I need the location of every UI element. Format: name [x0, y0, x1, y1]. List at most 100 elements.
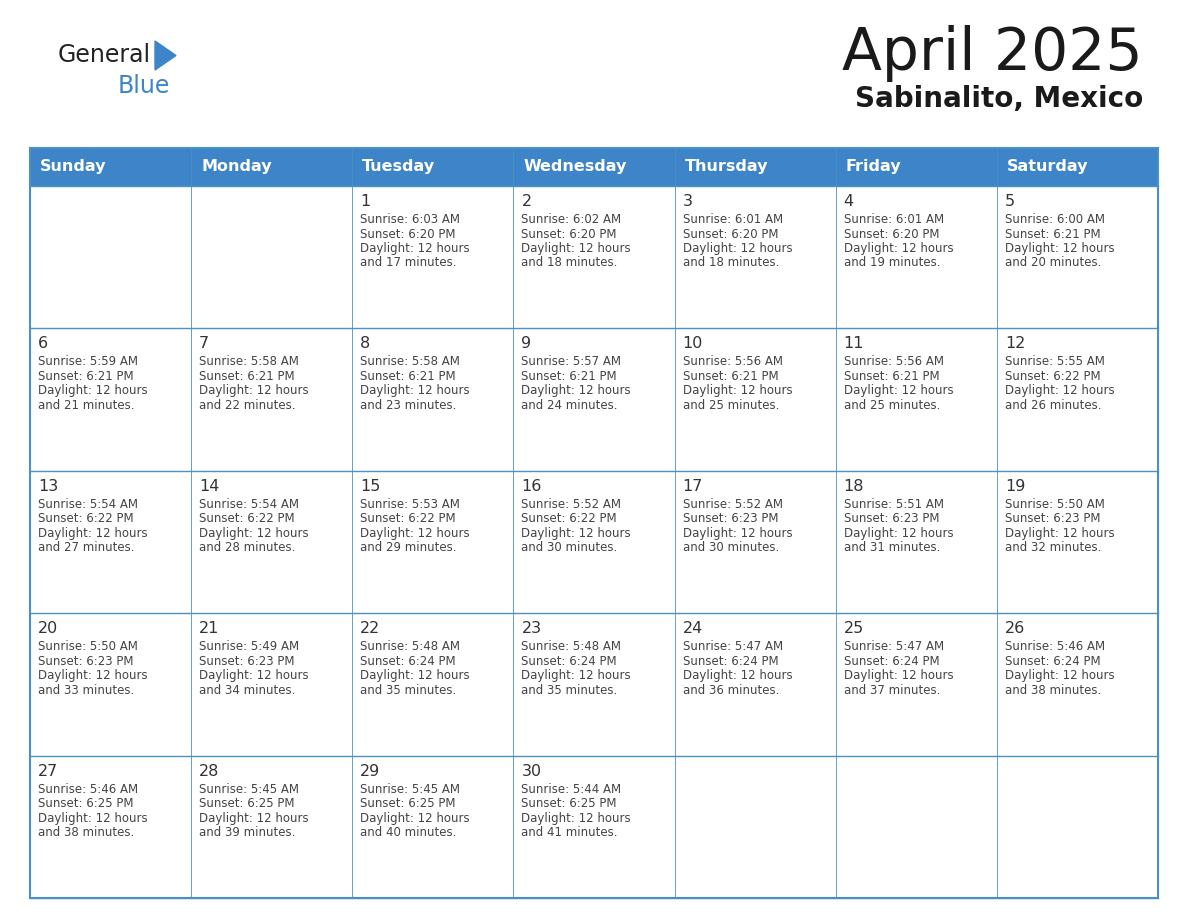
- Text: Sunrise: 5:50 AM: Sunrise: 5:50 AM: [1005, 498, 1105, 510]
- Bar: [675, 756, 835, 898]
- Text: 6: 6: [38, 336, 49, 352]
- Text: Sunset: 6:24 PM: Sunset: 6:24 PM: [683, 655, 778, 667]
- Text: Sunrise: 5:58 AM: Sunrise: 5:58 AM: [360, 355, 460, 368]
- Text: 9: 9: [522, 336, 531, 352]
- Text: Sunday: Sunday: [40, 160, 107, 174]
- Text: Sunset: 6:23 PM: Sunset: 6:23 PM: [38, 655, 133, 667]
- Text: 13: 13: [38, 479, 58, 494]
- Text: Daylight: 12 hours: Daylight: 12 hours: [360, 527, 470, 540]
- Text: Daylight: 12 hours: Daylight: 12 hours: [38, 385, 147, 397]
- Text: Daylight: 12 hours: Daylight: 12 hours: [683, 669, 792, 682]
- Bar: [835, 186, 997, 329]
- Text: Sunrise: 5:54 AM: Sunrise: 5:54 AM: [38, 498, 138, 510]
- Text: Sunset: 6:25 PM: Sunset: 6:25 PM: [200, 797, 295, 810]
- Text: Sunset: 6:24 PM: Sunset: 6:24 PM: [843, 655, 940, 667]
- Text: Daylight: 12 hours: Daylight: 12 hours: [843, 527, 953, 540]
- Text: Sunset: 6:23 PM: Sunset: 6:23 PM: [683, 512, 778, 525]
- Text: 23: 23: [522, 621, 542, 636]
- Text: Sunrise: 5:46 AM: Sunrise: 5:46 AM: [1005, 640, 1105, 654]
- Text: 15: 15: [360, 479, 380, 494]
- Bar: [353, 613, 513, 756]
- Text: and 38 minutes.: and 38 minutes.: [1005, 684, 1101, 697]
- Text: and 18 minutes.: and 18 minutes.: [522, 256, 618, 270]
- Text: Daylight: 12 hours: Daylight: 12 hours: [360, 242, 470, 255]
- Bar: [997, 148, 1158, 186]
- Text: and 34 minutes.: and 34 minutes.: [200, 684, 296, 697]
- Text: Sunset: 6:23 PM: Sunset: 6:23 PM: [200, 655, 295, 667]
- Bar: [30, 756, 191, 898]
- Text: Daylight: 12 hours: Daylight: 12 hours: [1005, 385, 1114, 397]
- Text: and 36 minutes.: and 36 minutes.: [683, 684, 779, 697]
- Text: Sunrise: 5:45 AM: Sunrise: 5:45 AM: [200, 783, 299, 796]
- Text: Wednesday: Wednesday: [524, 160, 627, 174]
- Text: Friday: Friday: [846, 160, 902, 174]
- Bar: [191, 756, 353, 898]
- Text: Daylight: 12 hours: Daylight: 12 hours: [360, 385, 470, 397]
- Bar: [191, 613, 353, 756]
- Text: Sunrise: 5:56 AM: Sunrise: 5:56 AM: [683, 355, 783, 368]
- Text: Daylight: 12 hours: Daylight: 12 hours: [843, 242, 953, 255]
- Text: Sunrise: 5:45 AM: Sunrise: 5:45 AM: [360, 783, 460, 796]
- Text: Sunrise: 6:01 AM: Sunrise: 6:01 AM: [683, 213, 783, 226]
- Text: 5: 5: [1005, 194, 1015, 209]
- Bar: [997, 756, 1158, 898]
- Text: Daylight: 12 hours: Daylight: 12 hours: [683, 527, 792, 540]
- Bar: [353, 756, 513, 898]
- Text: Daylight: 12 hours: Daylight: 12 hours: [1005, 669, 1114, 682]
- Text: and 23 minutes.: and 23 minutes.: [360, 399, 456, 412]
- Text: Sunrise: 5:53 AM: Sunrise: 5:53 AM: [360, 498, 460, 510]
- Bar: [835, 329, 997, 471]
- Text: Sunset: 6:23 PM: Sunset: 6:23 PM: [843, 512, 940, 525]
- Bar: [513, 186, 675, 329]
- Text: 14: 14: [200, 479, 220, 494]
- Text: Sabinalito, Mexico: Sabinalito, Mexico: [854, 85, 1143, 113]
- Text: and 31 minutes.: and 31 minutes.: [843, 542, 940, 554]
- Text: 26: 26: [1005, 621, 1025, 636]
- Text: 29: 29: [360, 764, 380, 778]
- Text: 12: 12: [1005, 336, 1025, 352]
- Text: 7: 7: [200, 336, 209, 352]
- Text: Daylight: 12 hours: Daylight: 12 hours: [200, 669, 309, 682]
- Text: Sunrise: 5:52 AM: Sunrise: 5:52 AM: [683, 498, 783, 510]
- Text: 24: 24: [683, 621, 703, 636]
- Text: Sunset: 6:22 PM: Sunset: 6:22 PM: [38, 512, 133, 525]
- Text: 11: 11: [843, 336, 864, 352]
- Text: and 35 minutes.: and 35 minutes.: [360, 684, 456, 697]
- Text: Sunset: 6:21 PM: Sunset: 6:21 PM: [360, 370, 456, 383]
- Text: Sunrise: 5:56 AM: Sunrise: 5:56 AM: [843, 355, 943, 368]
- Text: Sunset: 6:21 PM: Sunset: 6:21 PM: [843, 370, 940, 383]
- Text: and 24 minutes.: and 24 minutes.: [522, 399, 618, 412]
- Text: 16: 16: [522, 479, 542, 494]
- Text: Sunrise: 5:47 AM: Sunrise: 5:47 AM: [843, 640, 943, 654]
- Bar: [997, 186, 1158, 329]
- Text: and 40 minutes.: and 40 minutes.: [360, 826, 456, 839]
- Bar: [353, 329, 513, 471]
- Text: Sunrise: 5:47 AM: Sunrise: 5:47 AM: [683, 640, 783, 654]
- Text: and 30 minutes.: and 30 minutes.: [522, 542, 618, 554]
- Text: 8: 8: [360, 336, 371, 352]
- Text: Sunrise: 6:01 AM: Sunrise: 6:01 AM: [843, 213, 943, 226]
- Text: 30: 30: [522, 764, 542, 778]
- Text: General: General: [58, 43, 151, 67]
- Text: Daylight: 12 hours: Daylight: 12 hours: [200, 385, 309, 397]
- Bar: [30, 186, 191, 329]
- Text: Sunset: 6:21 PM: Sunset: 6:21 PM: [683, 370, 778, 383]
- Text: Sunrise: 5:59 AM: Sunrise: 5:59 AM: [38, 355, 138, 368]
- Text: Daylight: 12 hours: Daylight: 12 hours: [200, 812, 309, 824]
- Bar: [835, 471, 997, 613]
- Bar: [513, 756, 675, 898]
- Text: Tuesday: Tuesday: [362, 160, 436, 174]
- Text: Daylight: 12 hours: Daylight: 12 hours: [522, 669, 631, 682]
- Text: and 18 minutes.: and 18 minutes.: [683, 256, 779, 270]
- Text: Sunset: 6:25 PM: Sunset: 6:25 PM: [38, 797, 133, 810]
- Bar: [513, 148, 675, 186]
- Bar: [30, 613, 191, 756]
- Text: 20: 20: [38, 621, 58, 636]
- Text: Sunset: 6:24 PM: Sunset: 6:24 PM: [522, 655, 617, 667]
- Bar: [191, 329, 353, 471]
- Text: Daylight: 12 hours: Daylight: 12 hours: [1005, 242, 1114, 255]
- Text: Thursday: Thursday: [684, 160, 769, 174]
- Text: and 33 minutes.: and 33 minutes.: [38, 684, 134, 697]
- Text: Sunset: 6:23 PM: Sunset: 6:23 PM: [1005, 512, 1100, 525]
- Text: Sunrise: 5:51 AM: Sunrise: 5:51 AM: [843, 498, 943, 510]
